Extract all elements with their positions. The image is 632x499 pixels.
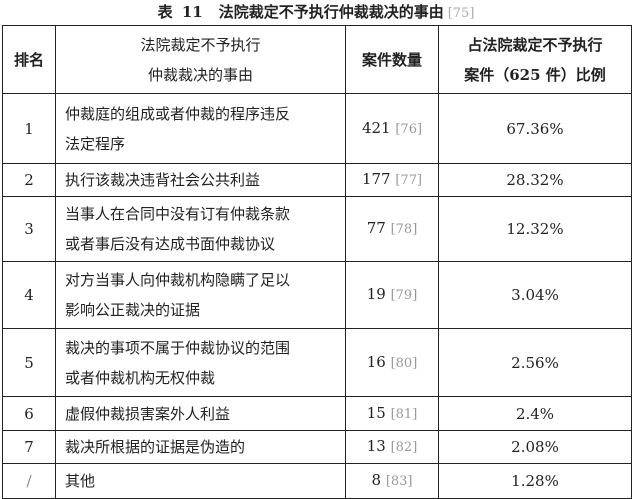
header-row: 排名 法院裁定不予执行 仲裁裁决的事由 案件数量 占法院裁定不予执行 案件（625 … (2, 25, 632, 94)
reason-line1: 执行该裁决违背社会公共利益 (65, 171, 261, 189)
table-caption: 表 11 法院裁定不予执行仲裁裁决的事由 [75] (0, 2, 632, 24)
rank-cell: 6 (2, 396, 56, 431)
count-value: 421 (361, 118, 391, 137)
count-cell: 16 [80] (345, 328, 439, 397)
reason-line1: 裁决所根据的证据是伪造的 (65, 438, 246, 456)
count-value: 15 (366, 403, 386, 422)
reason-line2: 影响公正裁决的证据 (65, 301, 201, 319)
pct-cell: 1.28% (438, 463, 632, 499)
header-rank: 排名 (2, 25, 56, 94)
reason-cell: 虚假仲裁损害案外人利益 (55, 396, 346, 431)
table-row: 3 当事人在合同中没有订有仲裁条款 或者事后没有达成书面仲裁协议 77 [78] … (2, 196, 632, 262)
header-pct-line1: 占法院裁定不予执行 (467, 35, 603, 54)
reason-line1: 其他 (65, 472, 96, 490)
header-reason-line1: 法院裁定不予执行 (140, 35, 261, 54)
pct-cell: 12.32% (438, 196, 632, 262)
header-count: 案件数量 (345, 25, 439, 94)
caption-title: 法院裁定不予执行仲裁裁决的事由 (218, 3, 444, 21)
pct-cell: 2.4% (438, 396, 632, 431)
reason-line2: 或者事后没有达成书面仲裁协议 (65, 235, 276, 253)
header-reason-line2: 仲裁裁决的事由 (147, 65, 253, 84)
reason-cell: 当事人在合同中没有订有仲裁条款 或者事后没有达成书面仲裁协议 (55, 196, 346, 262)
count-cell: 13 [82] (345, 430, 439, 464)
reason-line1: 当事人在合同中没有订有仲裁条款 (65, 205, 291, 223)
count-value: 8 (371, 471, 382, 489)
pct-cell: 67.36% (438, 93, 632, 164)
table-row: 6 虚假仲裁损害案外人利益 15 [81] 2.4% (2, 396, 632, 431)
caption-label: 表 (157, 3, 173, 21)
reason-cell: 执行该裁决违背社会公共利益 (55, 163, 346, 197)
count-value: 13 (366, 437, 386, 455)
reason-cell: 对方当事人向仲裁机构隐瞒了足以 影响公正裁决的证据 (55, 261, 346, 329)
rank-cell: 1 (2, 93, 56, 164)
table-row: 5 裁决的事项不属于仲裁协议的范围 或者仲裁机构无权仲裁 16 [80] 2.56… (2, 328, 632, 397)
reason-line1: 仲裁庭的组成或者仲裁的程序违反 (65, 104, 291, 123)
table-row: / 其他 8 [83] 1.28% (2, 463, 632, 499)
count-cell: 421 [76] (345, 93, 439, 164)
count-value: 77 (366, 219, 386, 237)
count-cell: 8 [83] (345, 463, 439, 499)
reason-line1: 裁决的事项不属于仲裁协议的范围 (65, 338, 291, 357)
rank-cell: 3 (2, 196, 56, 262)
footnote-ref: [76] (395, 121, 423, 137)
footnote-ref: [77] (395, 173, 423, 188)
pct-cell: 28.32% (438, 163, 632, 197)
rank-cell: 2 (2, 163, 56, 197)
count-cell: 177 [77] (345, 163, 439, 197)
table-row: 2 执行该裁决违背社会公共利益 177 [77] 28.32% (2, 163, 632, 197)
pct-cell: 2.08% (438, 430, 632, 464)
footnote-ref: [78] (390, 222, 418, 237)
reason-cell: 裁决所根据的证据是伪造的 (55, 430, 346, 464)
header-pct: 占法院裁定不予执行 案件（625 件）比例 (438, 25, 632, 94)
reason-line1: 虚假仲裁损害案外人利益 (65, 404, 231, 423)
footnote-ref: [83] (385, 474, 413, 489)
rank-cell: 4 (2, 261, 56, 329)
header-reason: 法院裁定不予执行 仲裁裁决的事由 (55, 25, 346, 94)
reason-cell: 仲裁庭的组成或者仲裁的程序违反 法定程序 (55, 93, 346, 164)
reason-line1: 对方当事人向仲裁机构隐瞒了足以 (65, 271, 291, 289)
reason-cell: 裁决的事项不属于仲裁协议的范围 或者仲裁机构无权仲裁 (55, 328, 346, 397)
reason-cell: 其他 (55, 463, 346, 499)
table-row: 7 裁决所根据的证据是伪造的 13 [82] 2.08% (2, 430, 632, 464)
count-value: 177 (361, 170, 391, 188)
count-value: 16 (366, 352, 386, 371)
header-pct-line2: 案件（625 件）比例 (464, 65, 606, 84)
rank-cell: / (2, 463, 56, 499)
table-row: 1 仲裁庭的组成或者仲裁的程序违反 法定程序 421 [76] 67.36% (2, 93, 632, 164)
reason-line2: 或者仲裁机构无权仲裁 (65, 368, 216, 387)
count-cell: 19 [79] (345, 261, 439, 329)
caption-ref: [75] (447, 6, 475, 21)
count-cell: 77 [78] (345, 196, 439, 262)
footnote-ref: [81] (390, 406, 418, 422)
rank-cell: 5 (2, 328, 56, 397)
pct-cell: 3.04% (438, 261, 632, 329)
reasons-table: 排名 法院裁定不予执行 仲裁裁决的事由 案件数量 占法院裁定不予执行 案件（625 … (2, 25, 632, 499)
footnote-ref: [80] (390, 355, 418, 371)
footnote-ref: [82] (390, 440, 418, 455)
table-row: 4 对方当事人向仲裁机构隐瞒了足以 影响公正裁决的证据 19 [79] 3.04% (2, 261, 632, 329)
footnote-ref: [79] (390, 288, 418, 303)
pct-cell: 2.56% (438, 328, 632, 397)
count-value: 19 (366, 285, 386, 303)
rank-cell: 7 (2, 430, 56, 464)
caption-number: 11 (181, 3, 203, 21)
reason-line2: 法定程序 (65, 134, 126, 153)
count-cell: 15 [81] (345, 396, 439, 431)
